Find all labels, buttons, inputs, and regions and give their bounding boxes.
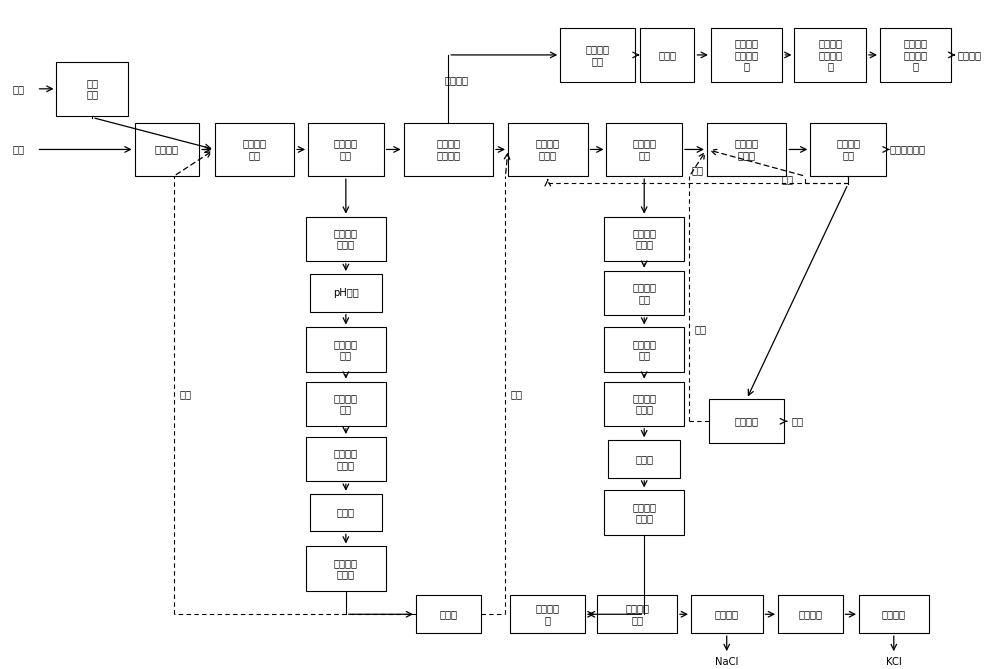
FancyBboxPatch shape <box>560 28 635 82</box>
Text: 高温结晶: 高温结晶 <box>715 609 739 619</box>
Text: 补水: 补水 <box>180 389 192 399</box>
FancyBboxPatch shape <box>604 271 684 315</box>
FancyBboxPatch shape <box>306 327 386 372</box>
Text: 二级多相
催化氧化
塔: 二级多相 催化氧化 塔 <box>818 38 842 72</box>
Text: 除重反应
装置: 除重反应 装置 <box>334 393 358 415</box>
Text: 多相催化
氧化塔: 多相催化 氧化塔 <box>632 502 656 523</box>
FancyBboxPatch shape <box>510 595 585 633</box>
Text: 一级多相
催化氧化
塔: 一级多相 催化氧化 塔 <box>735 38 759 72</box>
Text: KCl: KCl <box>886 657 902 666</box>
Text: 进料料仓: 进料料仓 <box>155 145 179 155</box>
Text: 收集池: 收集池 <box>439 609 457 619</box>
Text: 酸溶解反
应釜: 酸溶解反 应釜 <box>242 138 266 161</box>
FancyBboxPatch shape <box>597 595 677 633</box>
FancyBboxPatch shape <box>310 274 382 312</box>
FancyBboxPatch shape <box>306 217 386 261</box>
FancyBboxPatch shape <box>640 28 694 82</box>
Text: 电芬顿流
动床: 电芬顿流 动床 <box>334 339 358 361</box>
FancyBboxPatch shape <box>608 440 680 478</box>
FancyBboxPatch shape <box>691 595 763 633</box>
Text: 三次溶解
反应釜: 三次溶解 反应釜 <box>735 138 759 161</box>
Text: NaCl: NaCl <box>715 657 738 666</box>
Text: 二次蒸发: 二次蒸发 <box>798 609 822 619</box>
Text: 飞灰质粉煤灰: 飞灰质粉煤灰 <box>890 145 926 155</box>
Text: 一次蒸发
结晶: 一次蒸发 结晶 <box>625 603 649 625</box>
FancyBboxPatch shape <box>215 122 294 176</box>
Text: 排水: 排水 <box>792 416 804 426</box>
Text: 二次脱水
收集池: 二次脱水 收集池 <box>632 228 656 250</box>
Text: 废酸: 废酸 <box>13 84 25 94</box>
Text: 补水: 补水 <box>781 175 793 185</box>
FancyBboxPatch shape <box>606 122 682 176</box>
FancyBboxPatch shape <box>308 122 384 176</box>
Text: 补水: 补水 <box>692 165 704 175</box>
FancyBboxPatch shape <box>306 547 386 591</box>
FancyBboxPatch shape <box>508 122 588 176</box>
Text: 多管除尘
装置: 多管除尘 装置 <box>585 44 609 66</box>
FancyBboxPatch shape <box>604 327 684 372</box>
FancyBboxPatch shape <box>604 490 684 535</box>
Text: 急冷塔: 急冷塔 <box>658 50 676 60</box>
Text: 除重沉定
反应池: 除重沉定 反应池 <box>334 448 358 470</box>
Text: 还原塔: 还原塔 <box>337 508 355 518</box>
Text: 二次溶解
反应釜: 二次溶解 反应釜 <box>536 138 560 161</box>
FancyBboxPatch shape <box>604 217 684 261</box>
Text: 冷凝水罐: 冷凝水罐 <box>735 416 759 426</box>
Text: 废酸
贮罐: 废酸 贮罐 <box>86 78 98 100</box>
FancyBboxPatch shape <box>707 122 786 176</box>
Text: 还原塔: 还原塔 <box>635 454 653 464</box>
FancyBboxPatch shape <box>604 381 684 426</box>
FancyBboxPatch shape <box>306 381 386 426</box>
Text: 除重沉定
反应池: 除重沉定 反应池 <box>632 393 656 415</box>
Text: 补水: 补水 <box>510 389 522 399</box>
FancyBboxPatch shape <box>711 28 782 82</box>
Text: 达标排放: 达标排放 <box>957 50 981 60</box>
Text: 电芬顿流
动床: 电芬顿流 动床 <box>632 282 656 304</box>
FancyBboxPatch shape <box>880 28 951 82</box>
Text: 裂解废气: 裂解废气 <box>444 75 468 85</box>
Text: 飞灰: 飞灰 <box>13 145 25 155</box>
Text: 冷却结晶: 冷却结晶 <box>882 609 906 619</box>
Text: 湿发电催
化氧化装
置: 湿发电催 化氧化装 置 <box>904 38 928 72</box>
FancyBboxPatch shape <box>859 595 929 633</box>
FancyBboxPatch shape <box>778 595 843 633</box>
FancyBboxPatch shape <box>310 494 382 531</box>
FancyBboxPatch shape <box>794 28 866 82</box>
FancyBboxPatch shape <box>306 437 386 481</box>
Text: 除重反应
装置: 除重反应 装置 <box>632 339 656 361</box>
Text: 二次脱水
装置: 二次脱水 装置 <box>632 138 656 161</box>
Text: 补水: 补水 <box>694 324 706 334</box>
FancyBboxPatch shape <box>56 62 128 116</box>
Text: 一次脱水
收集池: 一次脱水 收集池 <box>334 228 358 250</box>
FancyBboxPatch shape <box>709 399 784 444</box>
Text: 多相催化
氧化塔: 多相催化 氧化塔 <box>334 558 358 579</box>
FancyBboxPatch shape <box>404 122 493 176</box>
Text: 蒸发收集
池: 蒸发收集 池 <box>536 603 560 625</box>
Text: 一次脱水
装置: 一次脱水 装置 <box>334 138 358 161</box>
Text: 三次脱水
装置: 三次脱水 装置 <box>836 138 860 161</box>
FancyBboxPatch shape <box>135 122 199 176</box>
FancyBboxPatch shape <box>416 595 481 633</box>
Text: pH调节: pH调节 <box>333 288 359 298</box>
FancyBboxPatch shape <box>810 122 886 176</box>
Text: 高温裂解
成套装置: 高温裂解 成套装置 <box>436 138 460 161</box>
